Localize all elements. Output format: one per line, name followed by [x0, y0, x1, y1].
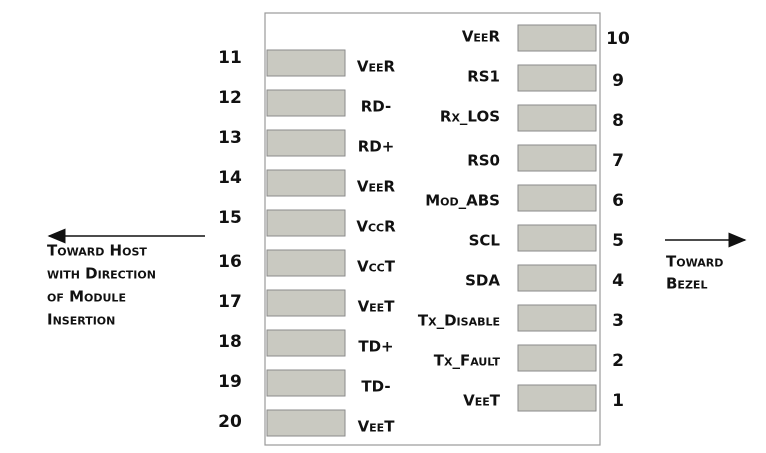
pin-label: VeeR	[462, 28, 501, 46]
pin-number: 12	[218, 88, 242, 108]
pad	[266, 49, 346, 77]
pad	[517, 224, 597, 252]
pin-number: 1	[612, 391, 624, 411]
pin-label: RD+	[358, 138, 395, 156]
pad	[517, 144, 597, 172]
pin-label: VccT	[357, 258, 396, 276]
pin-label: Tx_Fault	[434, 352, 501, 370]
pin-number: 11	[218, 48, 242, 68]
pin-label: Mod_ABS	[425, 192, 500, 210]
pad	[517, 344, 597, 372]
pin-label: RS1	[467, 68, 500, 86]
bezel-direction-text: Bezel	[666, 275, 707, 293]
pad	[266, 209, 346, 237]
pin-label: VeeR	[357, 58, 396, 76]
pin-label: VeeT	[358, 298, 396, 316]
pad	[266, 129, 346, 157]
pin-number: 15	[218, 208, 242, 228]
pin-label: VccR	[356, 218, 396, 236]
host-direction-text: of Module	[47, 288, 126, 306]
bezel-direction-text: Toward	[666, 253, 723, 271]
pin-number: 7	[612, 151, 624, 171]
pin-label: RD-	[361, 98, 392, 116]
pin-number: 18	[218, 332, 242, 352]
pad	[517, 384, 597, 412]
pad	[517, 304, 597, 332]
pin-number: 5	[612, 231, 624, 251]
pin-number: 2	[612, 351, 624, 371]
pin-number: 4	[612, 271, 624, 291]
pin-number: 9	[612, 71, 624, 91]
pad	[517, 24, 597, 52]
host-direction-text: with Direction	[47, 265, 156, 283]
pin-number: 19	[218, 372, 242, 392]
pad	[266, 409, 346, 437]
host-direction-text: Toward Host	[47, 242, 147, 260]
pad	[517, 104, 597, 132]
pin-number: 8	[612, 111, 624, 131]
pad	[266, 249, 346, 277]
pin-number: 17	[218, 292, 242, 312]
pin-number: 13	[218, 128, 242, 148]
pin-label: SCL	[469, 232, 501, 250]
pin-number: 3	[612, 311, 624, 331]
pad	[266, 289, 346, 317]
pin-number: 6	[612, 191, 624, 211]
pad	[517, 184, 597, 212]
pin-label: VeeR	[357, 178, 396, 196]
host-direction-text: Insertion	[47, 311, 115, 329]
pin-label: TD-	[361, 378, 390, 396]
pin-label: SDA	[465, 272, 500, 290]
pad	[266, 369, 346, 397]
pin-label: Rx_LOS	[440, 108, 500, 126]
pin-number: 10	[606, 29, 630, 49]
pin-label: Tx_Disable	[418, 312, 500, 330]
pin-label: RS0	[467, 152, 500, 170]
pin-number: 20	[218, 412, 242, 432]
pin-number: 16	[218, 252, 242, 272]
pad	[517, 64, 597, 92]
pin-label: VeeT	[358, 418, 396, 436]
pin-label: VeeT	[463, 392, 501, 410]
pad	[517, 264, 597, 292]
pad	[266, 329, 346, 357]
pad	[266, 169, 346, 197]
pin-number: 14	[218, 168, 242, 188]
pin-label: TD+	[358, 338, 393, 356]
pad	[266, 89, 346, 117]
